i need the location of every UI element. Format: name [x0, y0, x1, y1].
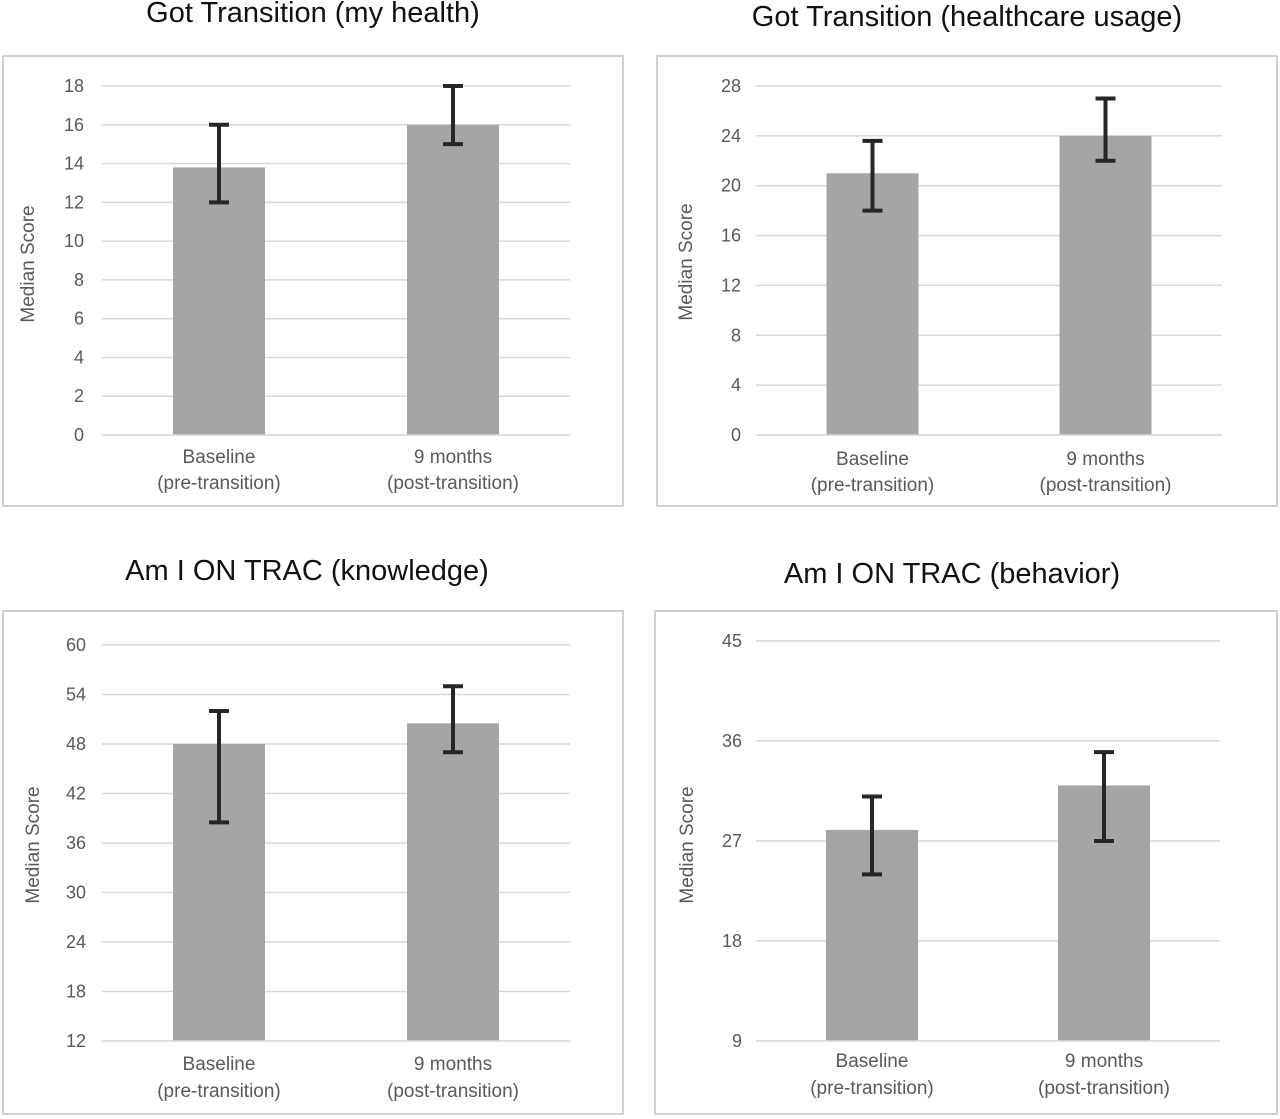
y-tick-label: 28: [721, 76, 741, 96]
x-category-label: (pre-transition): [811, 475, 935, 496]
y-tick-label: 16: [721, 226, 741, 246]
x-category-label: Baseline: [183, 1054, 256, 1075]
bar: [407, 124, 499, 436]
error-bar: [1094, 750, 1114, 843]
y-axis-label: Median Score: [677, 786, 698, 903]
y-tick-label: 18: [722, 931, 742, 951]
chart-panel-my-health: 0 2 4 6 8 10 12 14 16 18 Baseline (pre-transition) 9…: [2, 55, 624, 507]
y-tick-label: 12: [721, 275, 741, 295]
x-category-label: Baseline: [836, 1051, 909, 1072]
y-tick-label: 16: [64, 115, 84, 135]
x-category-label: (pre-transition): [810, 1078, 934, 1099]
y-tick-label: 0: [74, 425, 84, 445]
y-tick-label: 4: [731, 375, 741, 395]
bar-chart-knowledge: 12 18 24 30 36 42 48 54 60 Baseline (pre-transitio…: [23, 635, 570, 1102]
y-axis-label: Median Score: [18, 205, 39, 322]
y-tick-label: 9: [732, 1031, 742, 1051]
error-bar: [209, 122, 229, 205]
bar-chart-healthcare-usage: 0 4 8 12 16 20 24 28 Baseline (pre-transition) 9 m…: [676, 76, 1222, 496]
bar: [826, 173, 919, 435]
bar-chart-behavior: 9 18 27 36 45 Baseline (pre-transition) 9 month…: [677, 631, 1220, 1099]
chart-title: Am I ON TRAC (behavior): [783, 558, 1121, 590]
error-bar: [1095, 96, 1116, 163]
x-category-label: 9 months: [1066, 449, 1144, 470]
y-tick-label: 24: [721, 126, 741, 146]
y-tick-label: 30: [66, 883, 86, 903]
y-tick-label: 36: [722, 731, 742, 751]
y-tick-label: 0: [731, 425, 741, 445]
chart-title: Am I ON TRAC (knowledge): [125, 555, 489, 587]
chart-panel-healthcare-usage: 0 4 8 12 16 20 24 28 Baseline (pre-transition) 9 m…: [656, 55, 1278, 507]
y-axis-label: Median Score: [676, 203, 697, 320]
x-category-label: (post-transition): [387, 473, 519, 494]
chart-title: Got Transition (my health): [146, 0, 480, 29]
x-category-label: 9 months: [1065, 1051, 1143, 1072]
y-tick-label: 24: [66, 932, 86, 952]
x-category-label: (pre-transition): [157, 473, 281, 494]
x-category-label: (pre-transition): [157, 1081, 281, 1102]
y-tick-label: 42: [66, 784, 86, 804]
y-tick-label: 12: [64, 192, 84, 212]
bar: [407, 723, 499, 1041]
y-tick-label: 20: [721, 176, 741, 196]
chart-title: Got Transition (healthcare usage): [751, 1, 1183, 33]
y-tick-label: 45: [722, 631, 742, 651]
y-tick-label: 54: [66, 685, 86, 705]
x-category-label: (post-transition): [1040, 475, 1172, 496]
y-tick-label: 27: [722, 831, 742, 851]
error-bar: [443, 684, 463, 755]
error-bar: [862, 794, 882, 877]
x-category-label: (post-transition): [1038, 1078, 1170, 1099]
x-category-label: Baseline: [836, 449, 909, 470]
y-tick-label: 2: [74, 386, 84, 406]
error-bar: [209, 709, 229, 825]
y-tick-label: 14: [64, 154, 84, 174]
bar: [173, 167, 265, 435]
error-bar: [862, 138, 883, 213]
chart-panel-knowledge: 12 18 24 30 36 42 48 54 60 Baseline (pre-transitio…: [2, 610, 624, 1115]
x-category-label: 9 months: [414, 447, 492, 468]
bar-chart-my-health: 0 2 4 6 8 10 12 14 16 18 Baseline (pre-transition) 9…: [18, 76, 570, 494]
bar: [1059, 135, 1152, 435]
y-tick-label: 8: [74, 270, 84, 290]
y-tick-label: 18: [66, 982, 86, 1002]
y-tick-label: 18: [64, 76, 84, 96]
chart-panel-behavior: 9 18 27 36 45 Baseline (pre-transition) 9 month…: [654, 610, 1278, 1115]
y-tick-label: 8: [731, 325, 741, 345]
x-category-label: 9 months: [414, 1054, 492, 1075]
y-tick-label: 6: [74, 309, 84, 329]
y-tick-label: 36: [66, 833, 86, 853]
y-tick-label: 60: [66, 635, 86, 655]
y-axis-label: Median Score: [23, 786, 44, 903]
y-tick-label: 10: [64, 231, 84, 251]
error-bar: [443, 84, 463, 147]
y-tick-label: 48: [66, 734, 86, 754]
y-tick-label: 12: [66, 1031, 86, 1051]
y-tick-label: 4: [74, 347, 84, 367]
x-category-label: (post-transition): [387, 1081, 519, 1102]
x-category-label: Baseline: [183, 447, 256, 468]
